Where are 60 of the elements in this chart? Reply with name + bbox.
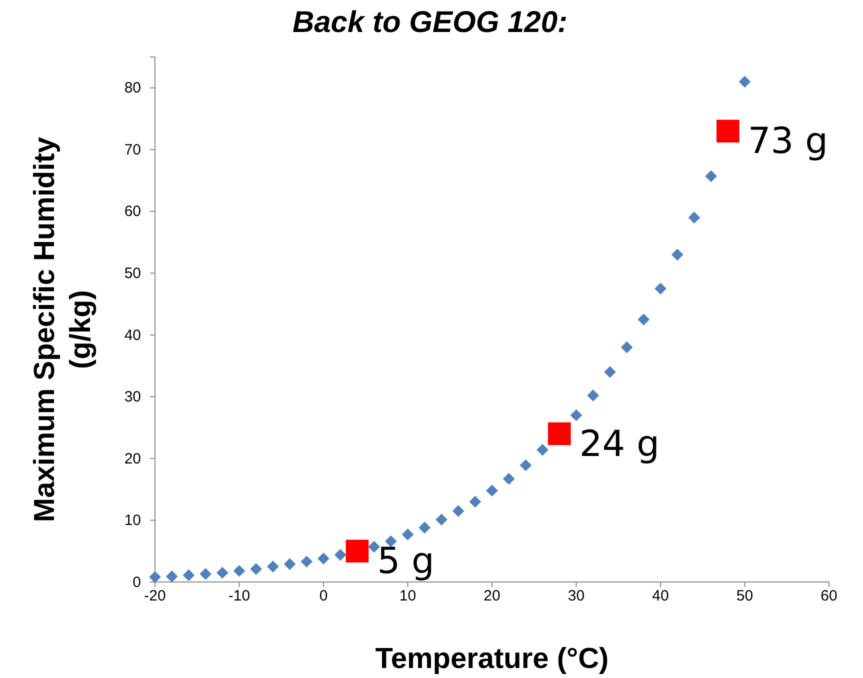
x-tick-label: -10 bbox=[228, 588, 250, 605]
point bbox=[436, 514, 448, 526]
point bbox=[300, 556, 313, 568]
point bbox=[418, 522, 431, 534]
y-tick-label: 0 bbox=[132, 574, 141, 591]
point bbox=[452, 505, 464, 517]
point bbox=[284, 558, 296, 570]
point bbox=[267, 560, 279, 572]
point bbox=[469, 496, 482, 508]
data-label: 5 g bbox=[377, 541, 434, 582]
point bbox=[402, 528, 414, 540]
data-label: 73 g bbox=[748, 121, 828, 162]
y-tick-label: 40 bbox=[124, 326, 141, 344]
data-label: 24 g bbox=[579, 424, 660, 465]
x-tick-label: 50 bbox=[736, 588, 754, 605]
point bbox=[318, 552, 330, 564]
point bbox=[638, 314, 650, 326]
x-tick-label: 30 bbox=[568, 588, 585, 605]
point bbox=[384, 535, 397, 548]
y-tick-label: 20 bbox=[124, 450, 141, 468]
point bbox=[149, 571, 161, 583]
chart-title: Back to GEOG 120: bbox=[292, 6, 568, 39]
point bbox=[346, 540, 369, 563]
point bbox=[536, 444, 548, 456]
point bbox=[216, 566, 228, 579]
x-tick-label: -20 bbox=[144, 588, 166, 605]
point bbox=[334, 548, 346, 561]
point bbox=[520, 459, 532, 472]
x-tick-label: 0 bbox=[319, 588, 328, 605]
y-tick-label: 10 bbox=[124, 512, 141, 530]
point bbox=[548, 422, 571, 446]
y-tick-label: 60 bbox=[124, 203, 141, 220]
y-tick-label: 50 bbox=[124, 264, 141, 282]
y-tick-label: 70 bbox=[124, 141, 141, 158]
point bbox=[705, 170, 717, 182]
point bbox=[738, 76, 751, 88]
x-tick-label: 60 bbox=[820, 588, 838, 605]
point bbox=[671, 248, 684, 261]
x-tick-label: 10 bbox=[399, 588, 416, 605]
point bbox=[604, 366, 616, 378]
point bbox=[200, 568, 212, 580]
point bbox=[587, 390, 600, 402]
point bbox=[368, 540, 380, 553]
point bbox=[233, 564, 246, 577]
point bbox=[654, 282, 666, 295]
y-axis-title: Maximum Specific Humidity (g/kg) bbox=[29, 136, 97, 522]
point bbox=[486, 484, 498, 497]
x-axis-title: Temperature (°C) bbox=[375, 643, 609, 675]
x-tick-label: 20 bbox=[484, 588, 500, 605]
point bbox=[620, 341, 633, 354]
point bbox=[570, 409, 582, 422]
point bbox=[166, 570, 178, 582]
x-tick-label: 40 bbox=[652, 588, 669, 605]
point bbox=[182, 569, 195, 582]
point bbox=[716, 120, 740, 143]
point bbox=[502, 472, 515, 485]
point bbox=[688, 212, 700, 224]
y-tick-label: 30 bbox=[124, 388, 141, 406]
y-tick-label: 80 bbox=[124, 80, 141, 97]
point bbox=[250, 563, 262, 575]
